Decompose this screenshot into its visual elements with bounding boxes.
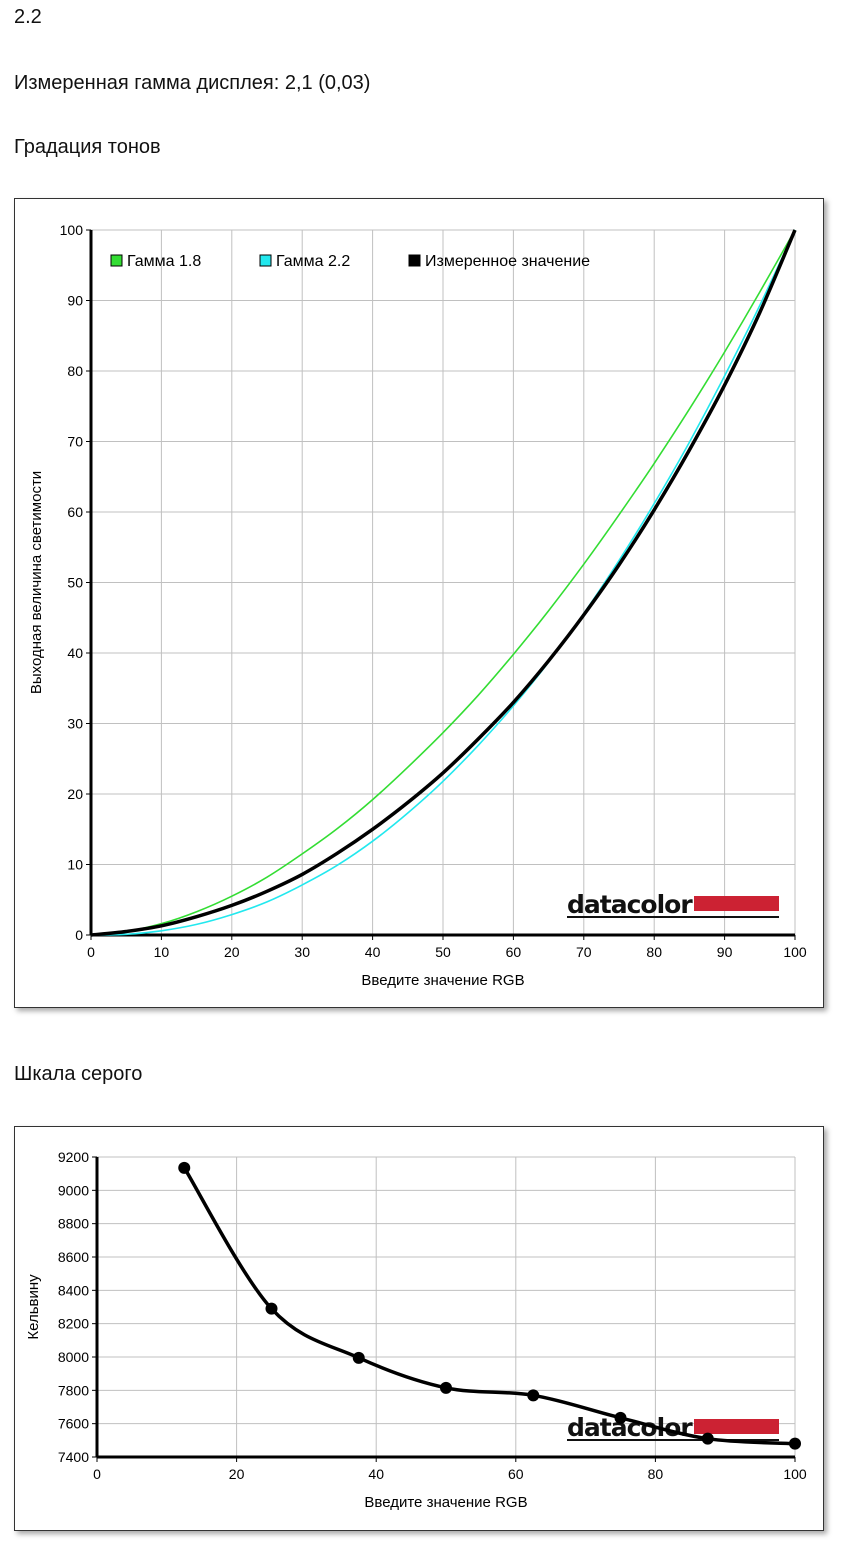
legend-item: Гамма 2.2: [259, 253, 350, 270]
datacolor-logo-bar: [694, 1419, 779, 1434]
x-tick-label: 50: [435, 944, 451, 960]
tone-response-chart: 0 10 20 30 40 50 60 70 80 90 100 0 10 20 30 40 50 60 70 80 9…: [28, 222, 807, 989]
y-tick-label: 20: [67, 786, 83, 802]
y-tick-label: 8400: [58, 1282, 89, 1298]
x-tick-label: 100: [783, 1466, 807, 1482]
x-tick-label: 90: [717, 944, 733, 960]
y-tick-label: 60: [67, 504, 83, 520]
x-tick-label: 80: [648, 1466, 664, 1482]
y-tick-label: 40: [67, 645, 83, 661]
legend-swatch: [408, 254, 421, 267]
x-tick-label: 40: [368, 1466, 384, 1482]
x-tick-label: 20: [229, 1466, 245, 1482]
legend-item: Измеренное значение: [408, 253, 590, 270]
y-tick-label: 9200: [58, 1149, 89, 1165]
y-tick-label: 0: [75, 927, 83, 943]
y-tick-label: 80: [67, 363, 83, 379]
datacolor-logo-text: datacolor: [567, 890, 693, 919]
x-axis-label: Введите значение RGB: [361, 972, 524, 989]
x-tick-label: 80: [646, 944, 662, 960]
y-tick-label: 8200: [58, 1316, 89, 1332]
legend-label: Гамма 1.8: [127, 253, 201, 270]
x-tick-label: 30: [294, 944, 310, 960]
y-tick-label: 10: [67, 857, 83, 873]
grayscale-chart-panel: 0 20 40 60 80 100 7400 7600 7800 8000 8200 8400 8600…: [14, 1126, 824, 1531]
legend-swatch: [259, 254, 272, 267]
tone-response-heading: Градация тонов: [14, 136, 161, 158]
data-point: [352, 1351, 365, 1364]
legend-label: Измеренное значение: [425, 253, 590, 270]
x-axis-label: Введите значение RGB: [364, 1494, 527, 1511]
gamma-setting-value: 2.2: [14, 6, 42, 28]
datacolor-logo: datacolor: [567, 890, 779, 919]
y-axis-label: Выходная величина светимости: [28, 471, 45, 694]
y-tick-label: 90: [67, 293, 83, 309]
x-tick-label: 40: [365, 944, 381, 960]
y-tick-label: 9000: [58, 1182, 89, 1198]
tone-response-chart-panel: 0 10 20 30 40 50 60 70 80 90 100 0 10 20 30 40 50 60 70 80 9…: [14, 198, 824, 1008]
measured-gamma-text: Измеренная гамма дисплея: 2,1 (0,03): [14, 72, 371, 94]
y-tick-label: 8800: [58, 1216, 89, 1232]
series-line-3: [90, 229, 797, 937]
series-line-1: [90, 229, 796, 936]
data-point: [178, 1161, 191, 1174]
legend-item: Гамма 1.8: [110, 253, 201, 270]
datacolor-logo-underline: [567, 1439, 779, 1441]
y-tick-label: 8600: [58, 1249, 89, 1265]
datacolor-logo-text: datacolor: [567, 1413, 693, 1442]
series-line-2: [90, 229, 796, 936]
data-point: [789, 1437, 801, 1450]
y-tick-label: 7800: [58, 1382, 89, 1398]
y-tick-label: 100: [60, 222, 84, 238]
y-tick-label: 7600: [58, 1416, 89, 1432]
grayscale-heading: Шкала серого: [14, 1063, 143, 1085]
legend-swatch: [110, 254, 123, 267]
y-axis-label: Кельвину: [25, 1274, 42, 1340]
grayscale-chart: 0 20 40 60 80 100 7400 7600 7800 8000 8200 8400 8600…: [25, 1149, 807, 1511]
x-tick-label: 100: [783, 944, 807, 960]
y-tick-label: 30: [67, 716, 83, 732]
x-tick-label: 0: [87, 944, 95, 960]
x-tick-label: 60: [508, 1466, 524, 1482]
x-tick-label: 0: [93, 1466, 101, 1482]
y-tick-label: 70: [67, 434, 83, 450]
x-tick-label: 20: [224, 944, 240, 960]
y-tick-label: 8000: [58, 1349, 89, 1365]
legend-label: Гамма 2.2: [276, 253, 350, 270]
data-point: [614, 1411, 627, 1424]
data-point: [265, 1302, 278, 1315]
datacolor-logo-underline: [567, 916, 779, 918]
x-tick-label: 10: [154, 944, 170, 960]
data-point: [527, 1389, 540, 1402]
y-tick-label: 50: [67, 575, 83, 591]
x-tick-label: 60: [506, 944, 522, 960]
y-tick-label: 7400: [58, 1449, 89, 1465]
data-point: [440, 1381, 452, 1394]
datacolor-logo-bar: [694, 896, 779, 911]
data-point: [701, 1432, 714, 1445]
datacolor-logo: datacolor: [567, 1413, 779, 1442]
x-tick-label: 70: [576, 944, 592, 960]
